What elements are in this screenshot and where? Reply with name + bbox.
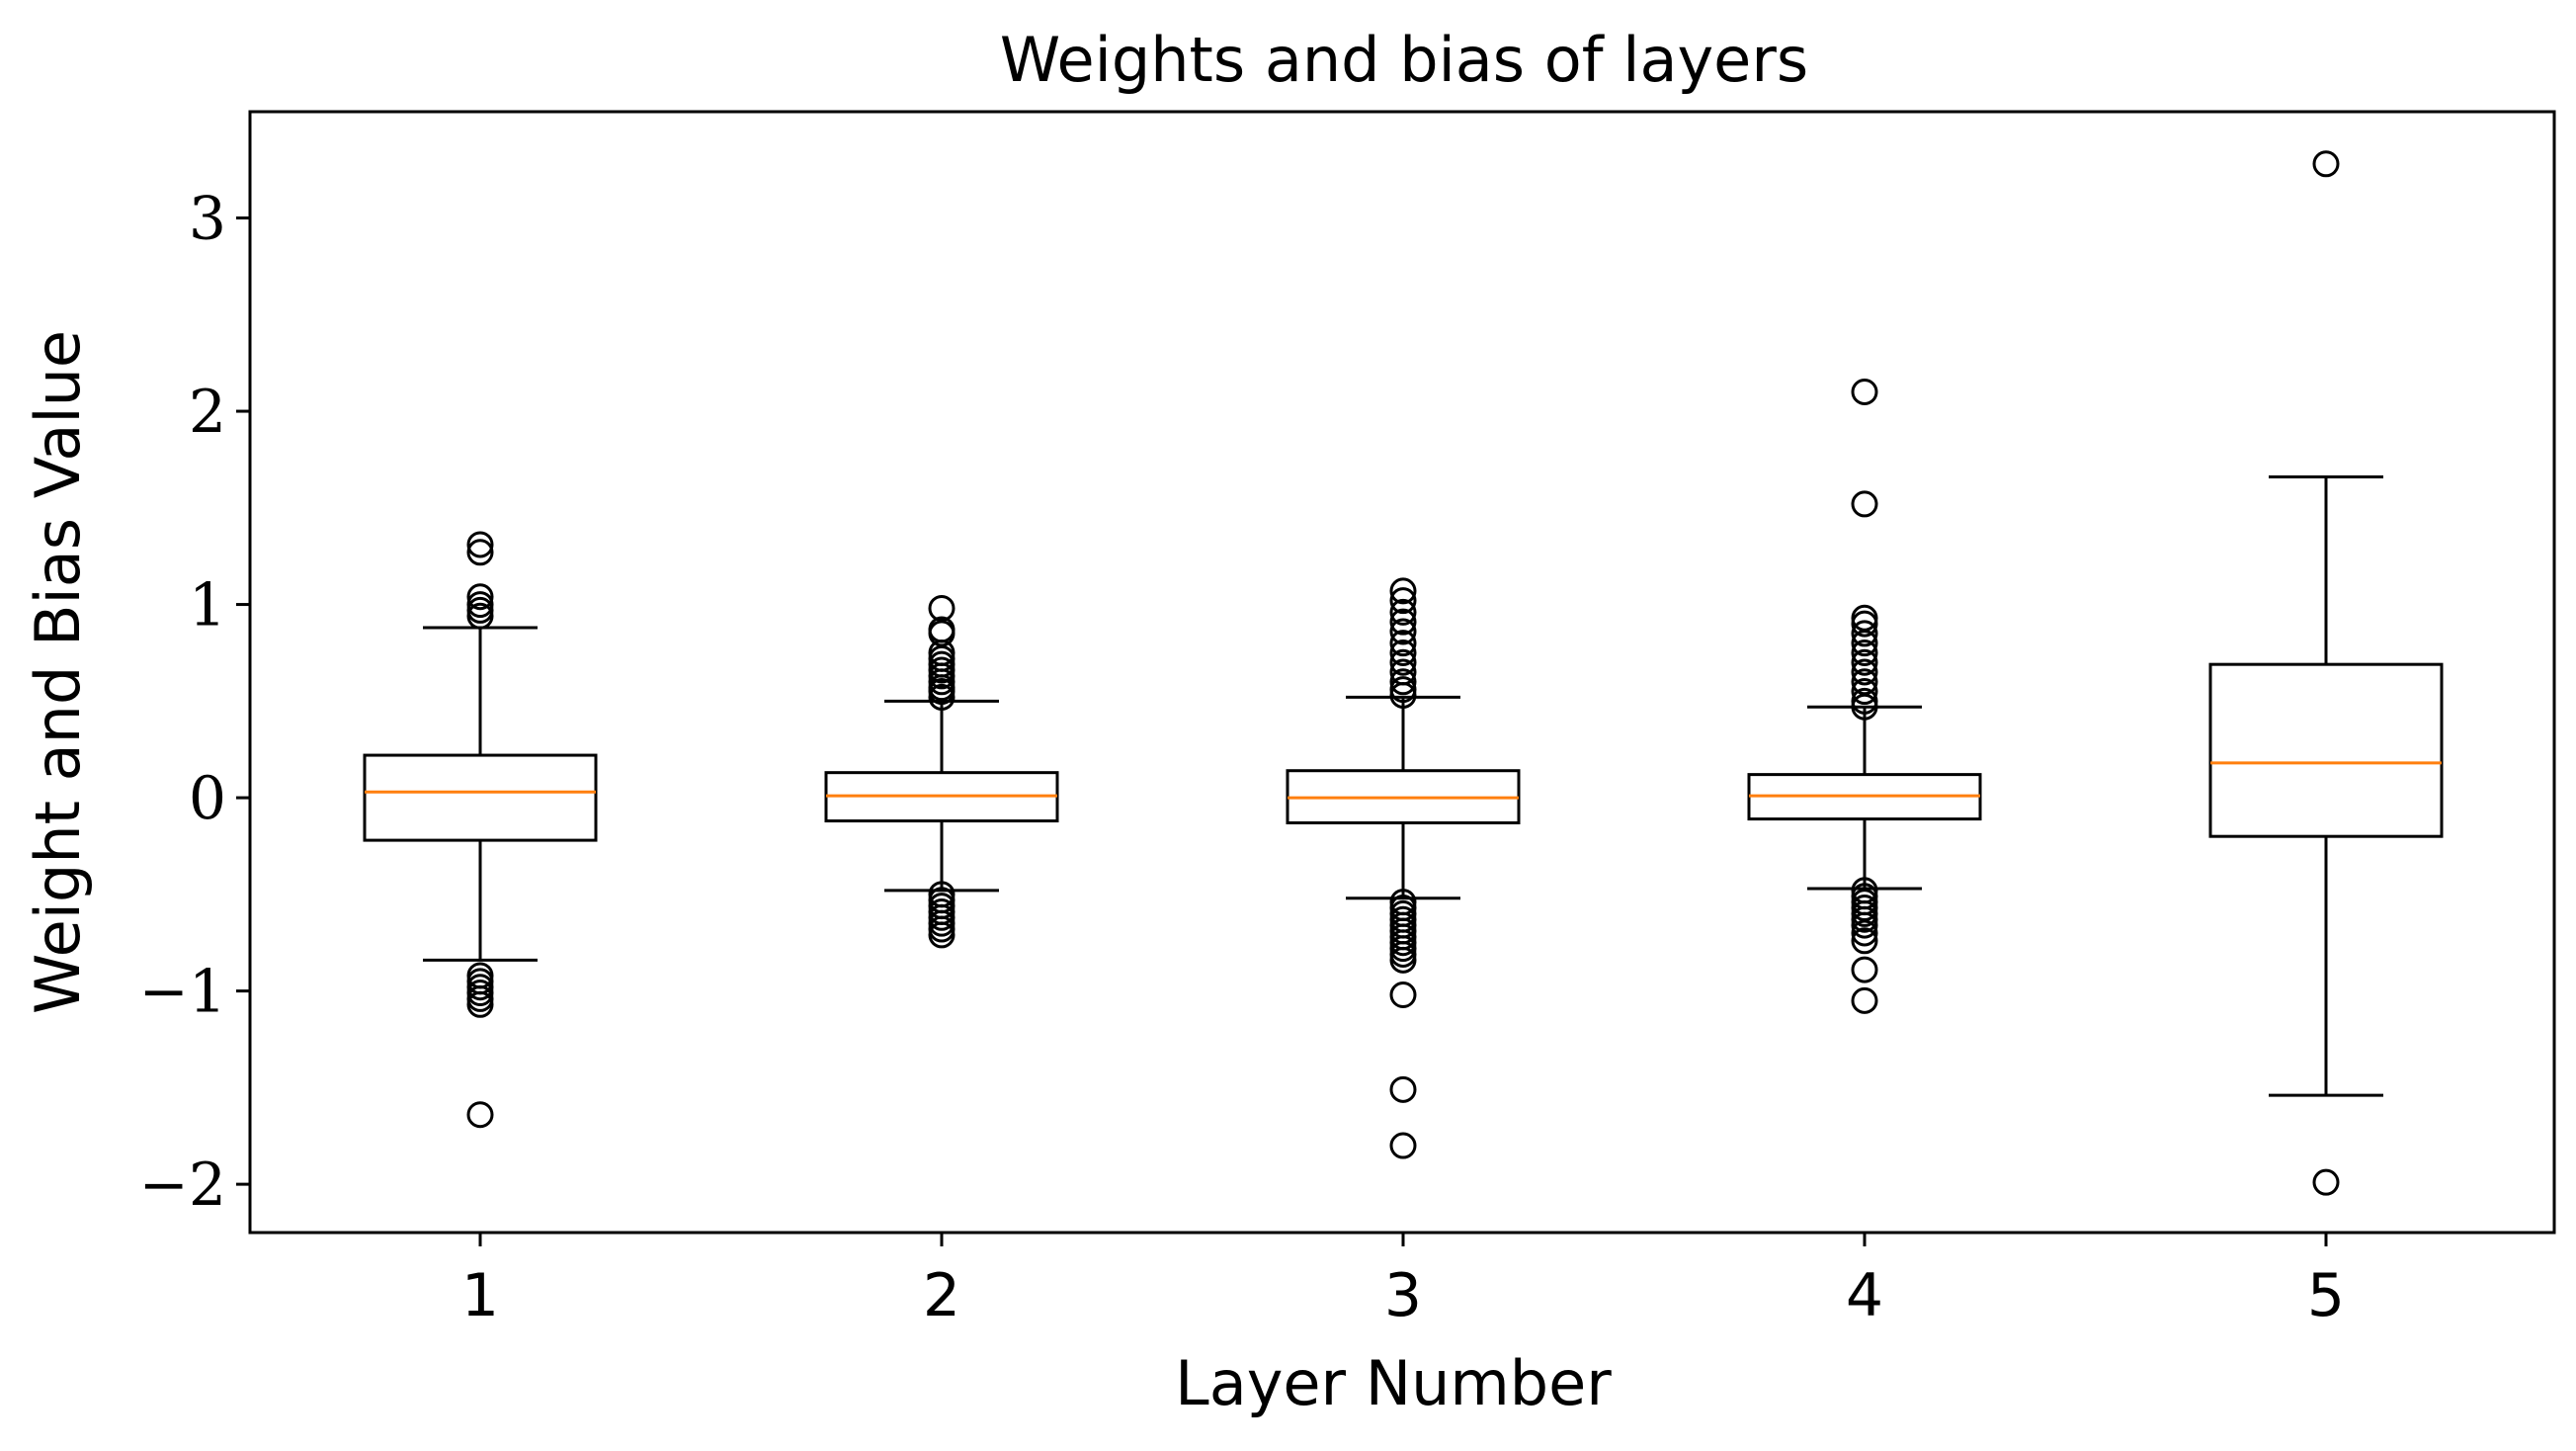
outlier-point [1389, 648, 1417, 676]
outlier-point [1389, 668, 1417, 696]
outlier-point [1389, 1132, 1417, 1159]
x-tick-label: 4 [1846, 1261, 1883, 1330]
outlier-point [1851, 639, 1878, 666]
chart-title: Weights and bias of layers [1000, 24, 1808, 96]
box-layer-5 [2208, 150, 2444, 1196]
y-tick-label: −2 [139, 1151, 226, 1220]
outlier-point [2312, 1168, 2340, 1196]
outlier-point [1389, 1075, 1417, 1103]
outlier-point [1389, 598, 1417, 626]
outlier-point [1851, 648, 1878, 676]
box-layer-4 [1747, 379, 1982, 1014]
x-axis: 1 2 3 4 5 [461, 1233, 2345, 1330]
outlier-point [466, 990, 494, 1018]
outlier-point [928, 683, 956, 711]
outlier-point [1389, 577, 1417, 605]
box-layer-2 [824, 594, 1059, 949]
outlier-point [1389, 630, 1417, 657]
y-tick-label: 0 [189, 764, 226, 833]
outlier-point [1851, 919, 1878, 947]
outlier-point [466, 539, 494, 566]
outlier-point [1851, 630, 1878, 657]
outlier-point [1851, 693, 1878, 721]
outlier-point [1389, 618, 1417, 645]
outlier-point [1389, 608, 1417, 636]
outlier-point [466, 596, 494, 624]
outlier-point [1851, 610, 1878, 638]
outlier-point [1851, 911, 1878, 939]
outlier-point [1389, 946, 1417, 974]
y-tick-label: 3 [189, 185, 226, 254]
box-layer-3 [1286, 577, 1521, 1159]
outlier-point [1851, 927, 1878, 955]
interquartile-box [363, 753, 598, 842]
outlier-point [2312, 150, 2340, 178]
outlier-point [466, 583, 494, 611]
interquartile-box [2208, 662, 2444, 838]
x-tick-label: 2 [923, 1261, 960, 1330]
outlier-point [1389, 681, 1417, 709]
outlier-point [1851, 658, 1878, 686]
outlier-point [1389, 587, 1417, 615]
y-axis: −2 −1 0 1 2 3 [139, 185, 250, 1220]
outlier-point [466, 531, 494, 558]
outlier-point [1851, 986, 1878, 1014]
outlier-point [1851, 379, 1878, 405]
outlier-point [1389, 982, 1417, 1009]
outlier-point [466, 1101, 494, 1129]
x-tick-label: 3 [1384, 1261, 1422, 1330]
y-axis-label: Weight and Bias Value [22, 330, 94, 1014]
x-tick-label: 1 [461, 1261, 499, 1330]
x-tick-label: 5 [2307, 1261, 2345, 1330]
outlier-point [1851, 620, 1878, 647]
plot-area-frame [248, 110, 2556, 1235]
outlier-point [1389, 639, 1417, 666]
outlier-point [466, 602, 494, 630]
outlier-point [928, 921, 956, 949]
y-tick-label: 2 [189, 378, 226, 447]
outlier-point [1851, 956, 1878, 983]
x-axis-label: Layer Number [1175, 1347, 1612, 1419]
box-series [363, 150, 2444, 1196]
outlier-point [1851, 678, 1878, 706]
outlier-point [1851, 490, 1878, 518]
box-layer-1 [363, 531, 598, 1129]
y-tick-label: −1 [139, 958, 226, 1027]
y-tick-label: 1 [189, 571, 226, 640]
